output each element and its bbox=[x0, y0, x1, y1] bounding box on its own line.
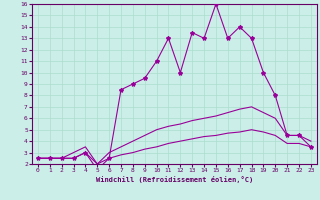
X-axis label: Windchill (Refroidissement éolien,°C): Windchill (Refroidissement éolien,°C) bbox=[96, 176, 253, 183]
